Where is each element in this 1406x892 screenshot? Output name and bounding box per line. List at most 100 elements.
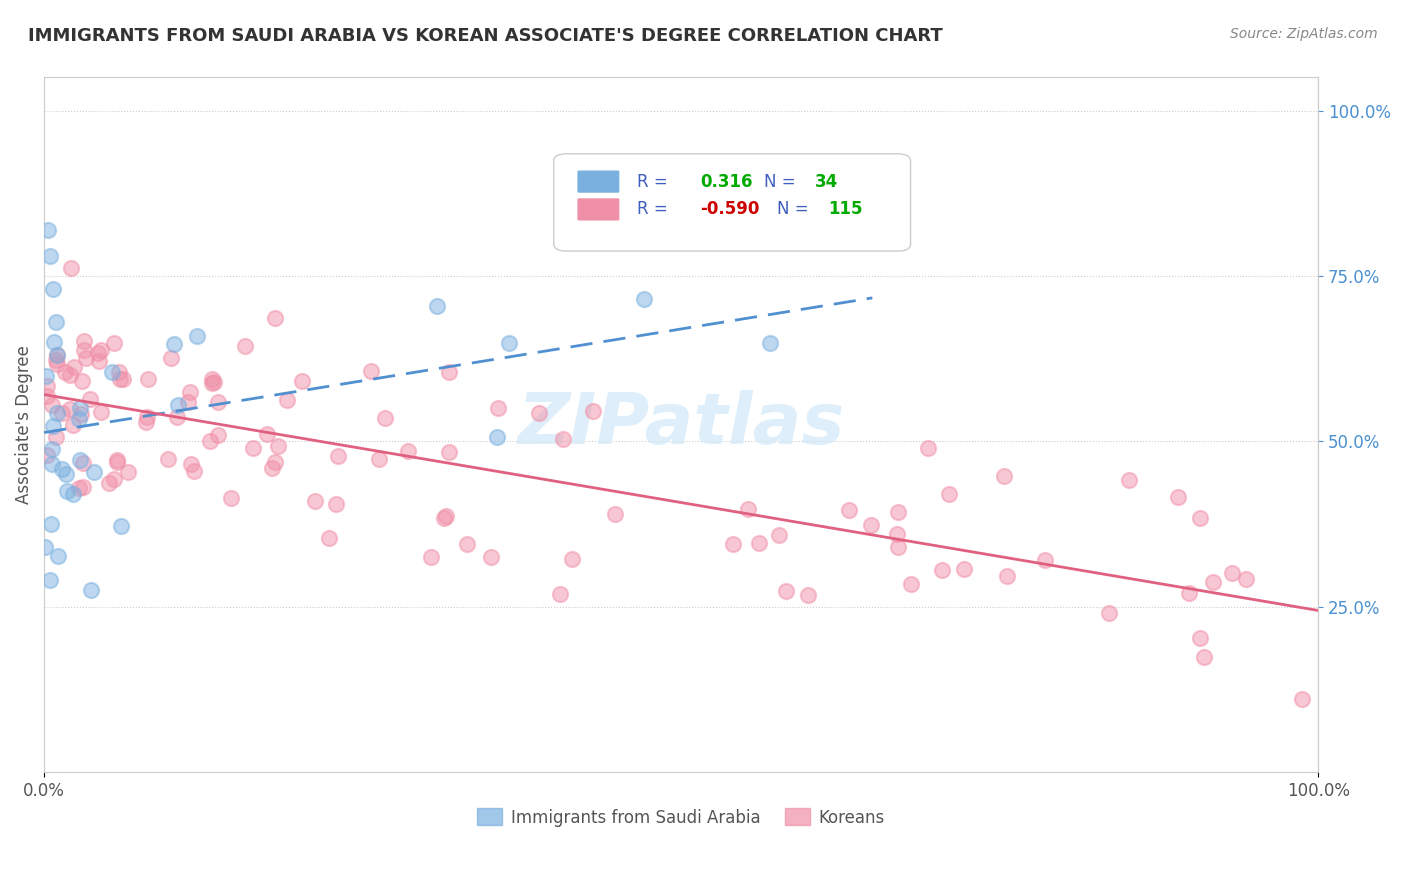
Point <box>198 434 221 448</box>
Point <box>1220 566 1243 581</box>
Point <box>41 442 63 457</box>
Point <box>56 484 79 499</box>
Point <box>1234 572 1257 586</box>
Point <box>73 343 96 357</box>
Point <box>768 528 790 542</box>
Point <box>276 392 298 407</box>
Point <box>931 563 953 577</box>
Point <box>938 486 960 500</box>
Point <box>83 465 105 479</box>
Point <box>360 364 382 378</box>
Point <box>89 354 111 368</box>
Point <box>179 385 201 400</box>
Point <box>62 418 84 433</box>
Point <box>136 409 159 424</box>
Point <box>233 339 256 353</box>
Point <box>72 480 94 494</box>
Point <box>107 365 129 379</box>
Point <box>304 494 326 508</box>
Point <box>993 469 1015 483</box>
Point <box>41 397 63 411</box>
Point <box>437 365 460 379</box>
Point <box>485 430 508 444</box>
Point <box>62 487 84 501</box>
Point <box>264 310 287 325</box>
Point <box>46 348 69 362</box>
Point <box>75 351 97 366</box>
FancyBboxPatch shape <box>576 169 620 194</box>
Point <box>775 584 797 599</box>
Point <box>456 537 478 551</box>
Point <box>177 395 200 409</box>
Point <box>79 392 101 407</box>
Text: R =: R = <box>637 173 668 191</box>
Point <box>105 453 128 467</box>
Point <box>42 282 65 296</box>
Point <box>67 412 90 426</box>
Point <box>633 292 655 306</box>
Point <box>1033 553 1056 567</box>
Point <box>103 336 125 351</box>
Point <box>1118 473 1140 487</box>
Point <box>135 415 157 429</box>
Point <box>87 345 110 359</box>
Point <box>1189 631 1212 645</box>
Text: R =: R = <box>637 201 668 219</box>
Point <box>1291 691 1313 706</box>
Point <box>39 249 62 263</box>
Point <box>35 368 58 383</box>
Point <box>737 501 759 516</box>
Point <box>90 343 112 357</box>
Point <box>917 442 939 456</box>
Point <box>53 365 76 379</box>
Point <box>73 334 96 349</box>
Point <box>420 549 443 564</box>
Point <box>498 335 520 350</box>
Point <box>80 582 103 597</box>
Legend: Immigrants from Saudi Arabia, Koreans: Immigrants from Saudi Arabia, Koreans <box>471 802 891 833</box>
Point <box>90 405 112 419</box>
Point <box>260 460 283 475</box>
Point <box>1202 574 1225 589</box>
Text: ZIPatlas: ZIPatlas <box>517 390 845 459</box>
Point <box>202 376 225 390</box>
Text: N =: N = <box>776 201 808 219</box>
Point <box>37 448 59 462</box>
Point <box>433 510 456 524</box>
Point <box>163 336 186 351</box>
Point <box>1189 511 1212 525</box>
Text: IMMIGRANTS FROM SAUDI ARABIA VS KOREAN ASSOCIATE'S DEGREE CORRELATION CHART: IMMIGRANTS FROM SAUDI ARABIA VS KOREAN A… <box>28 27 943 45</box>
Point <box>529 406 551 420</box>
Point <box>995 569 1018 583</box>
Point <box>396 444 419 458</box>
Point <box>326 449 349 463</box>
Point <box>900 577 922 591</box>
Point <box>242 441 264 455</box>
Point <box>101 365 124 379</box>
Text: Source: ZipAtlas.com: Source: ZipAtlas.com <box>1230 27 1378 41</box>
Point <box>207 395 229 409</box>
Point <box>186 328 208 343</box>
Point <box>183 464 205 478</box>
Text: N =: N = <box>763 173 796 191</box>
Point <box>838 503 860 517</box>
Point <box>105 455 128 469</box>
Point <box>51 462 73 476</box>
Point <box>156 452 179 467</box>
Point <box>46 357 69 371</box>
Point <box>98 475 121 490</box>
Point <box>35 389 58 403</box>
Point <box>318 531 340 545</box>
Point <box>39 517 62 532</box>
Point <box>291 374 314 388</box>
FancyBboxPatch shape <box>554 153 911 251</box>
Point <box>437 445 460 459</box>
Point <box>797 588 820 602</box>
Point <box>887 505 910 519</box>
Point <box>59 260 82 275</box>
Point <box>45 353 67 368</box>
Text: -0.590: -0.590 <box>700 201 759 219</box>
FancyBboxPatch shape <box>576 198 620 221</box>
Point <box>1098 606 1121 620</box>
Point <box>486 401 509 416</box>
